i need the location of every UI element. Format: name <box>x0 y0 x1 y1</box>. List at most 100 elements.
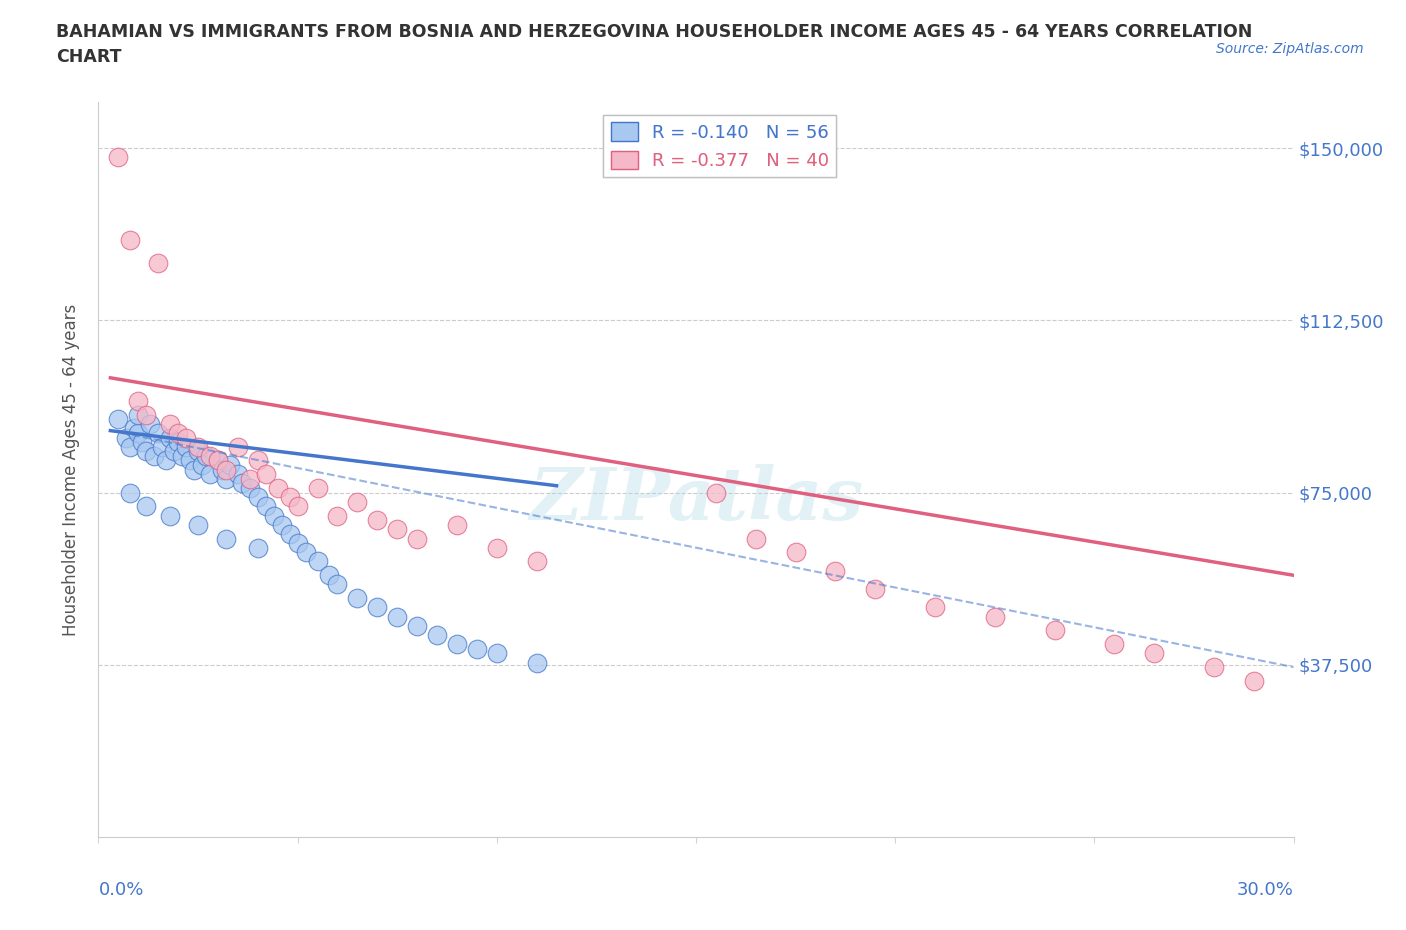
Point <box>924 600 946 615</box>
Point <box>267 481 290 496</box>
Point <box>1143 646 1166 661</box>
Point <box>246 453 269 468</box>
Point <box>215 531 238 546</box>
Point <box>1243 673 1265 688</box>
Point <box>278 490 301 505</box>
Point <box>446 517 468 532</box>
Point <box>865 581 887 596</box>
Point <box>215 462 238 477</box>
Point <box>307 554 329 569</box>
Point <box>526 655 548 670</box>
Point <box>207 453 229 468</box>
Point <box>124 421 146 436</box>
Point <box>239 481 262 496</box>
Point <box>198 448 221 463</box>
Point <box>215 472 238 486</box>
Text: ZIPatlas: ZIPatlas <box>529 463 863 535</box>
Point <box>135 498 157 513</box>
Point <box>785 545 807 560</box>
Point <box>1043 623 1066 638</box>
Point <box>191 458 214 472</box>
Point <box>385 522 409 537</box>
Point <box>127 393 149 408</box>
Point <box>174 439 197 454</box>
Point <box>179 453 201 468</box>
Point <box>120 485 142 500</box>
Point <box>426 628 449 643</box>
Point <box>294 545 316 560</box>
Point <box>366 512 388 527</box>
Point <box>135 444 157 458</box>
Point <box>131 434 153 449</box>
Point <box>318 568 340 583</box>
Point <box>187 439 209 454</box>
Point <box>187 517 209 532</box>
Point <box>254 467 277 482</box>
Point <box>239 472 262 486</box>
Point <box>485 646 508 661</box>
Point <box>278 526 301 541</box>
Point <box>287 536 309 551</box>
Point <box>226 439 249 454</box>
Point <box>406 618 429 633</box>
Point <box>159 508 181 523</box>
Text: Source: ZipAtlas.com: Source: ZipAtlas.com <box>1216 42 1364 56</box>
Point <box>127 426 149 441</box>
Point <box>107 150 129 165</box>
Point <box>1202 659 1225 674</box>
Point <box>219 458 242 472</box>
Point <box>745 531 768 546</box>
Point <box>167 434 190 449</box>
Point <box>485 540 508 555</box>
Text: 30.0%: 30.0% <box>1237 881 1294 899</box>
Point <box>226 467 249 482</box>
Text: CHART: CHART <box>56 48 122 66</box>
Point <box>159 417 181 432</box>
Point <box>143 448 166 463</box>
Point <box>211 462 233 477</box>
Point <box>207 453 229 468</box>
Point <box>159 430 181 445</box>
Point <box>446 637 468 652</box>
Point <box>148 426 170 441</box>
Point <box>346 591 368 605</box>
Point <box>155 453 177 468</box>
Point <box>346 495 368 510</box>
Point <box>174 430 197 445</box>
Point <box>150 439 173 454</box>
Point <box>406 531 429 546</box>
Point <box>115 430 138 445</box>
Point <box>187 444 209 458</box>
Point <box>148 256 170 271</box>
Point <box>465 642 488 657</box>
Point <box>183 462 205 477</box>
Point <box>704 485 727 500</box>
Point <box>366 600 388 615</box>
Point <box>107 412 129 427</box>
Legend: R = -0.140   N = 56, R = -0.377   N = 40: R = -0.140 N = 56, R = -0.377 N = 40 <box>603 115 837 178</box>
Point <box>246 540 269 555</box>
Point <box>287 498 309 513</box>
Point <box>270 517 292 532</box>
Point <box>127 407 149 422</box>
Point <box>824 564 846 578</box>
Point <box>326 577 349 591</box>
Point <box>307 481 329 496</box>
Point <box>984 609 1007 624</box>
Point <box>163 444 186 458</box>
Text: 0.0%: 0.0% <box>98 881 143 899</box>
Point <box>195 448 218 463</box>
Point <box>1104 637 1126 652</box>
Point <box>526 554 548 569</box>
Y-axis label: Householder Income Ages 45 - 64 years: Householder Income Ages 45 - 64 years <box>62 303 80 636</box>
Point <box>231 476 253 491</box>
Point <box>198 467 221 482</box>
Point <box>120 232 142 247</box>
Point <box>254 498 277 513</box>
Point <box>167 426 190 441</box>
Point <box>385 609 409 624</box>
Point <box>139 417 162 432</box>
Point <box>326 508 349 523</box>
Point <box>135 407 157 422</box>
Point <box>172 448 194 463</box>
